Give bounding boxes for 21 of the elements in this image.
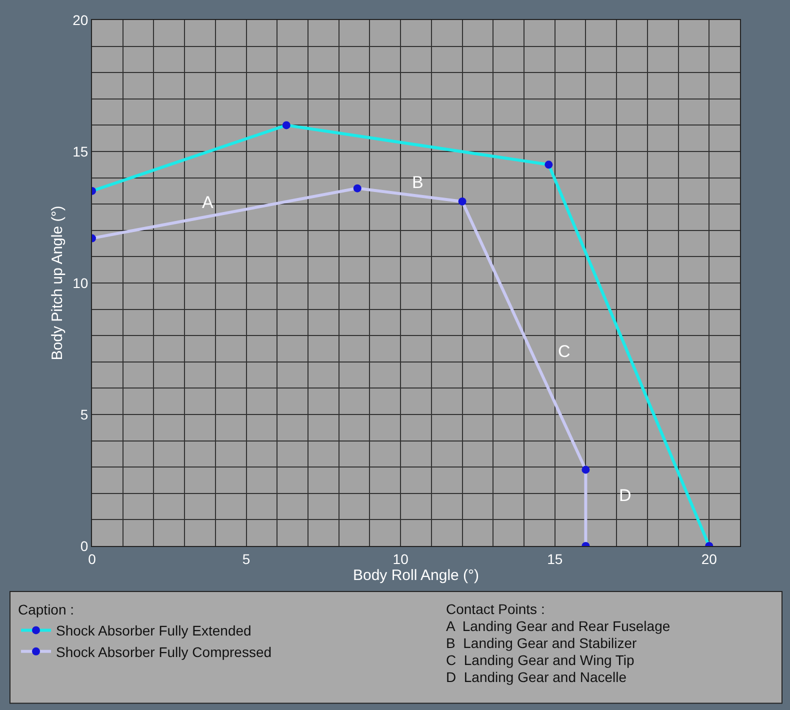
text: D Landing Gear and Nacelle [446, 669, 627, 685]
legend-label: Shock Absorber Fully Extended [56, 622, 252, 639]
text: B Landing Gear and Stabilizer [446, 635, 638, 651]
text: C Landing Gear and Wing Tip [446, 652, 635, 668]
x-tick-label: 20 [701, 550, 718, 567]
text: A Landing Gear and Rear Fuselage [446, 618, 670, 634]
y-tick-label: 5 [80, 406, 88, 422]
text: Contact Points : [446, 601, 545, 617]
x-tick-label: 15 [547, 550, 563, 567]
annotation: B [412, 173, 424, 192]
y-tick-label: 20 [72, 12, 88, 28]
y-tick-label: 10 [72, 274, 88, 291]
y-tick-label: 0 [80, 538, 88, 554]
x-tick-label: 5 [242, 550, 250, 567]
y-tick-label: 15 [72, 143, 88, 160]
x-axis-title: Body Roll Angle (°) [352, 566, 480, 584]
legend-title: Caption : [18, 602, 74, 618]
y-axis-title: Body Pitch up Angle (°) [48, 206, 66, 360]
legend-label: Shock Absorber Fully Compressed [56, 644, 272, 660]
x-tick-label: 10 [392, 550, 409, 567]
annotation: C [558, 342, 570, 361]
